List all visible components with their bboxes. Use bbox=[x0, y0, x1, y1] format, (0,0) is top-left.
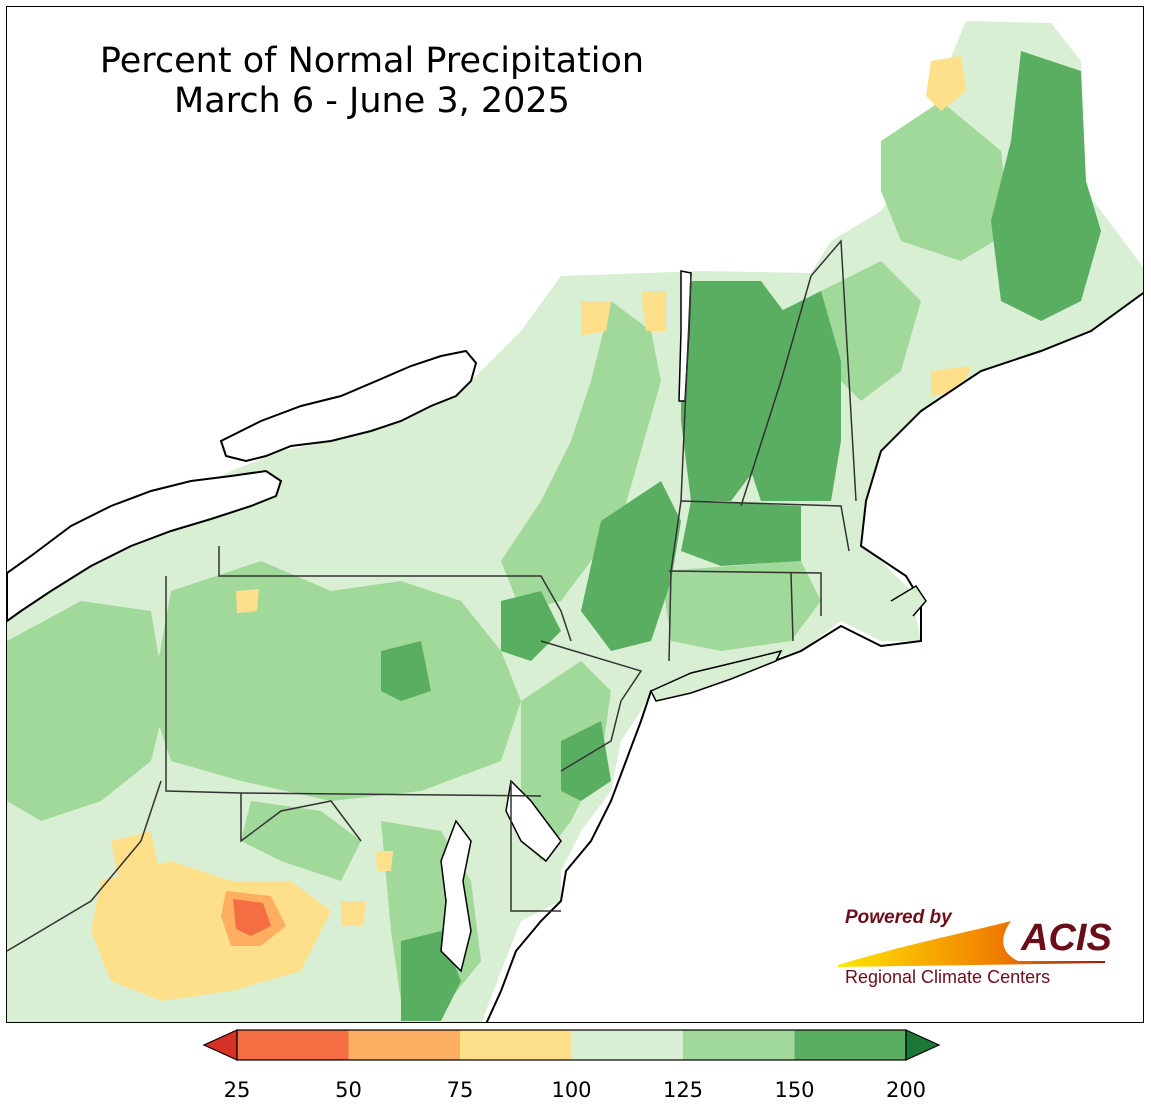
map-frame: Percent of Normal Precipitation March 6 … bbox=[6, 6, 1144, 1023]
legend-under-arrow bbox=[202, 1029, 238, 1061]
legend-bin-125-150 bbox=[683, 1030, 795, 1060]
legend-tick-label: 75 bbox=[446, 1078, 474, 1102]
acis-powered-by: Powered by bbox=[845, 907, 952, 928]
legend-tick-label: 25 bbox=[223, 1078, 251, 1102]
legend-bin-50-75 bbox=[348, 1030, 460, 1060]
legend-border bbox=[236, 1029, 907, 1061]
acis-logo: Powered by ACIS Regional Climate Centers bbox=[833, 903, 1123, 998]
legend-bin-25-50 bbox=[237, 1030, 349, 1060]
region-150-200 bbox=[381, 51, 1101, 1021]
legend-tick-label: 50 bbox=[335, 1078, 362, 1102]
cape-cod bbox=[890, 584, 927, 617]
title-line-2: March 6 - June 3, 2025 bbox=[174, 81, 570, 121]
legend-colorbar bbox=[202, 1029, 941, 1061]
acis-name: ACIS bbox=[1021, 917, 1112, 959]
legend-bin-75-100 bbox=[460, 1030, 572, 1060]
legend-tick-label: 100 bbox=[551, 1078, 592, 1102]
legend-bin-150-200 bbox=[794, 1030, 906, 1060]
lake-ontario bbox=[219, 349, 478, 463]
acis-subtitle: Regional Climate Centers bbox=[845, 967, 1051, 987]
title-line-1: Percent of Normal Precipitation bbox=[99, 41, 645, 81]
precipitation-map bbox=[7, 21, 1143, 1022]
legend-tick-label: 150 bbox=[774, 1078, 815, 1102]
legend-bin-100-125 bbox=[571, 1030, 683, 1060]
legend-over-arrow bbox=[905, 1029, 941, 1061]
lake-erie bbox=[7, 469, 283, 623]
chesapeake-bay bbox=[440, 819, 472, 973]
state-borders bbox=[7, 239, 857, 952]
legend-tick-label: 125 bbox=[662, 1078, 704, 1102]
region-25-50 bbox=[233, 899, 271, 936]
long-island bbox=[649, 649, 783, 702]
acis-swoosh-icon bbox=[838, 921, 1105, 967]
legend-tick-label: 200 bbox=[885, 1078, 927, 1102]
map-title: Percent of Normal Precipitation March 6 … bbox=[37, 41, 707, 121]
delaware-bay bbox=[505, 779, 562, 863]
